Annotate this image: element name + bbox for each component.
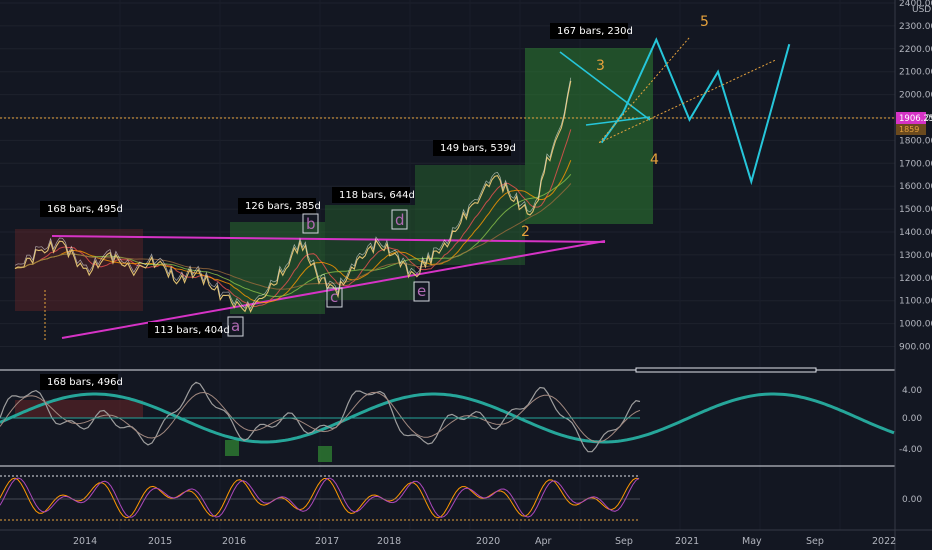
forecast-line	[600, 37, 791, 186]
forecast-channel-line	[598, 37, 690, 144]
oscillator-signal-line	[0, 391, 641, 443]
price-line	[14, 80, 572, 313]
stoch-ytick-label: 0.00	[902, 495, 922, 505]
osc-range-box-green-1	[225, 440, 239, 456]
cycle-sine-line	[0, 392, 895, 444]
y-tick-label: 1200.00	[899, 274, 932, 284]
x-tick-label: 2018	[377, 536, 401, 547]
y-tick-label: 1600.00	[899, 182, 932, 192]
range-tag: 167 bars, 230d	[557, 26, 633, 37]
x-tick-label: 2016	[222, 536, 246, 547]
x-axis: 2014 2015 2016 2017 2018 2020 Apr Sep 20…	[73, 536, 896, 547]
price-label: 1906.25	[899, 114, 932, 124]
range-tag: 126 bars, 385d	[245, 201, 321, 212]
moving-average-line	[14, 173, 572, 297]
range-tag-box	[238, 198, 316, 214]
range-tag: 149 bars, 539d	[440, 143, 516, 154]
y-tick-label: 1400.00	[899, 228, 932, 238]
y-tick-label: 1500.00	[899, 205, 932, 215]
price-label-secondary: 1859	[899, 125, 919, 134]
y-tick-label: 2200.00	[899, 45, 932, 55]
x-tick-label: Sep	[806, 536, 824, 547]
triangle-lines	[0, 51, 900, 340]
osc-range-tag: 168 bars, 496d	[47, 377, 123, 388]
indicator-legend-box[interactable]	[635, 367, 817, 373]
osc-range-box-green-2	[318, 446, 332, 462]
y-tick-label: 1100.00	[899, 297, 932, 307]
stochastic-k-line	[0, 477, 640, 519]
range-tag-box	[550, 23, 628, 39]
range-tag-box	[40, 201, 118, 217]
y-tick-label: 2100.00	[899, 68, 932, 78]
stochastic-d-line	[0, 477, 640, 518]
y-tick-label: 2000.00	[899, 91, 932, 101]
upper-trendline	[51, 235, 606, 243]
wave-label-b: b	[306, 215, 316, 233]
wave-box-c	[326, 287, 343, 308]
x-tick-label: 2014	[73, 536, 97, 547]
x-tick-label: May	[742, 536, 762, 547]
y-tick-label: 2300.00	[899, 22, 932, 32]
x-tick-label: 2015	[148, 536, 172, 547]
oscillator-series	[0, 381, 895, 453]
price-label-box	[896, 112, 926, 124]
y-tick-label: 1300.00	[899, 251, 932, 261]
range-tag-box	[433, 140, 511, 156]
y-tick-label: 900.00	[899, 343, 931, 353]
x-tick-label: 2020	[476, 536, 500, 547]
lower-trendline	[61, 240, 606, 339]
wave-box-b	[302, 213, 319, 234]
range-tag-box	[332, 187, 410, 203]
wave-label-c: c	[330, 288, 338, 306]
price-label-secondary-box	[896, 124, 926, 135]
price-line-shadow	[14, 77, 572, 310]
y-tick-label: 1800.00	[899, 136, 932, 146]
oscillator-line	[0, 381, 641, 453]
range-tag: 113 bars, 404d	[154, 325, 230, 336]
wave-box-e	[413, 281, 430, 302]
x-tick-label: 2021	[675, 536, 699, 547]
wave-label-2: 2	[521, 224, 530, 240]
currency-label: USD	[912, 5, 931, 15]
wave3-upper-line	[559, 51, 651, 121]
wave-label-3: 3	[596, 58, 605, 74]
wave-box-d	[391, 209, 408, 230]
forecast-series	[598, 37, 791, 186]
y-tick-label: 2400.00	[899, 0, 932, 9]
x-tick-label: Sep	[615, 536, 633, 547]
osc-ytick-label: -4.00	[899, 445, 923, 455]
stochastic-series	[0, 477, 640, 519]
osc-range-tag-box	[40, 374, 118, 390]
osc-ytick-label: 0.00	[902, 414, 922, 424]
wave-box-a	[227, 316, 244, 337]
osc-ytick-label: 4.00	[902, 386, 922, 396]
range-tag: 118 bars, 644d	[339, 190, 415, 201]
wave-label-d: d	[395, 211, 405, 229]
range-box-red	[15, 229, 143, 311]
x-tick-label: Apr	[535, 536, 552, 547]
wave-labels: 2 3 4 5 a b c d e	[227, 14, 709, 337]
range-tags: 168 bars, 495d 126 bars, 385d 118 bars, …	[40, 23, 633, 390]
y-tick-label: 1000.00	[899, 320, 932, 330]
y-tick-label: 1700.00	[899, 159, 932, 169]
wave-label-5: 5	[700, 14, 709, 30]
wave-label-4: 4	[650, 152, 659, 168]
forecast-channel-line	[599, 59, 776, 144]
price-series	[14, 77, 572, 313]
wave-label-a: a	[231, 317, 240, 335]
wave-label-e: e	[417, 282, 426, 300]
range-tag-box	[148, 322, 222, 338]
range-tag: 168 bars, 495d	[47, 204, 123, 215]
x-tick-label: 2022	[872, 536, 896, 547]
range-box-green-4	[525, 48, 653, 224]
x-tick-label: 2017	[315, 536, 339, 547]
